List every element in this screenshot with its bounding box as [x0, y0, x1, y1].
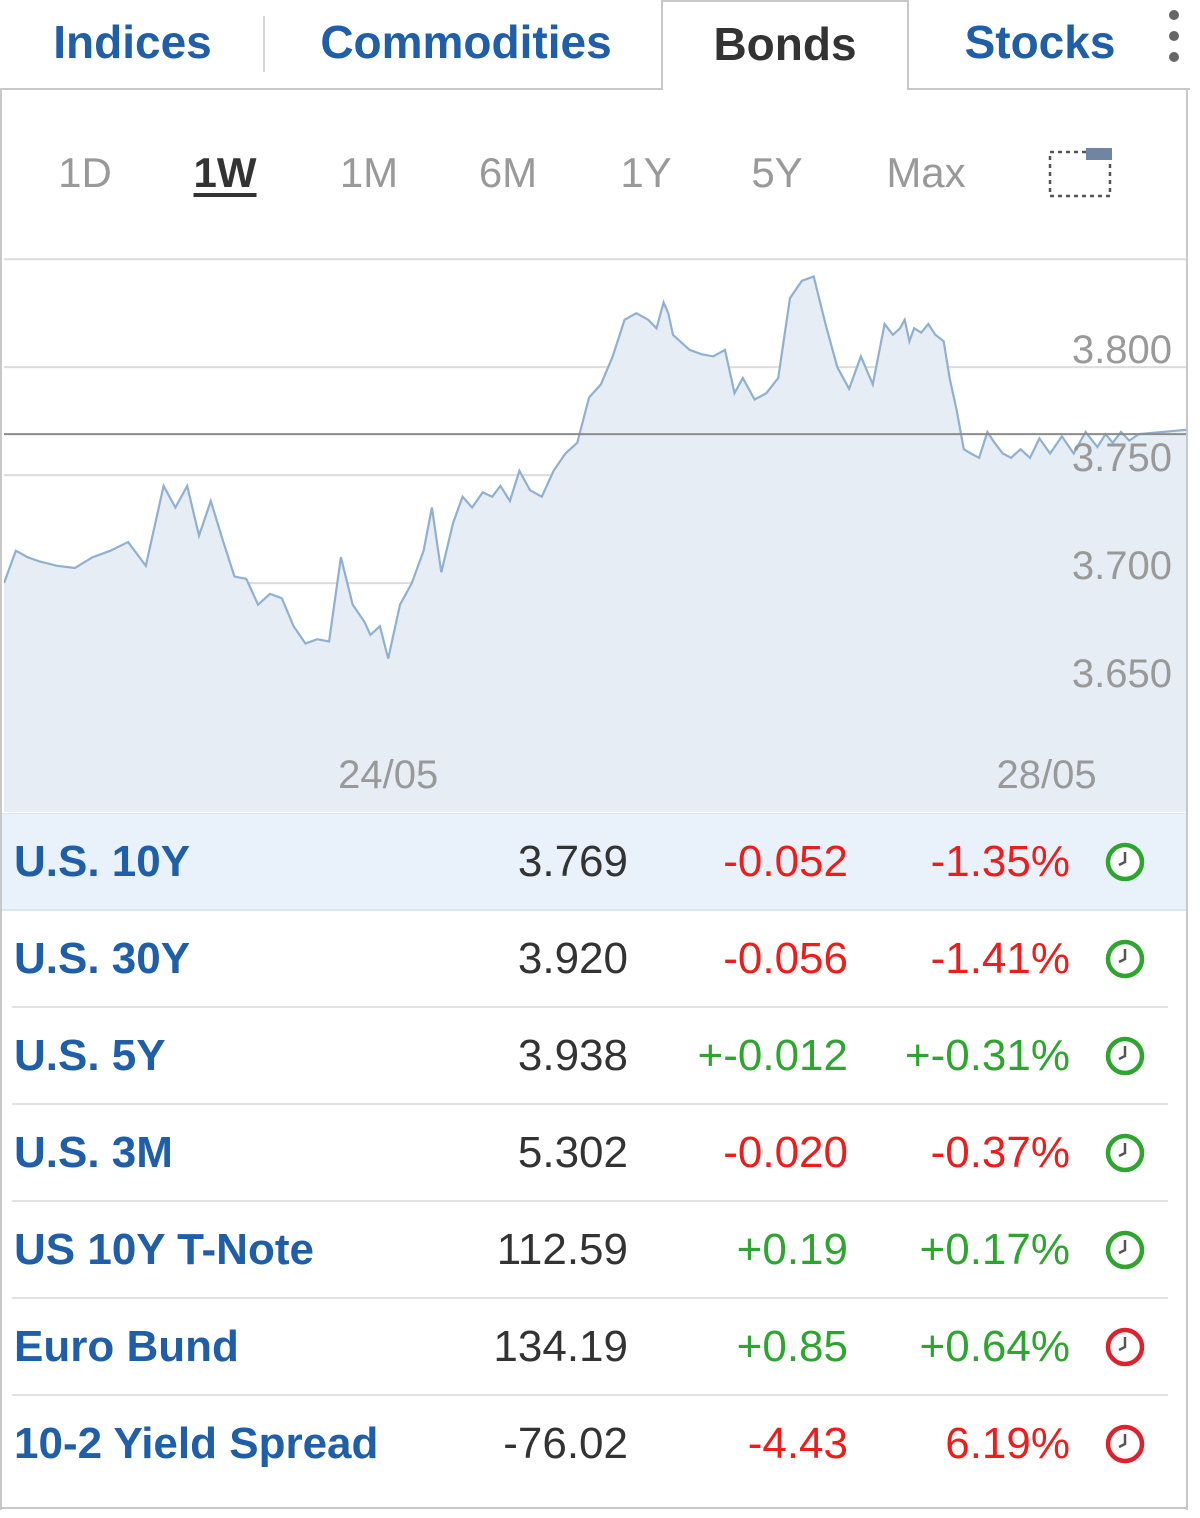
change-value: -0.020: [723, 1128, 848, 1177]
change-percent: +0.17%: [919, 1225, 1070, 1274]
tab-bonds[interactable]: Bonds: [661, 0, 909, 90]
tab-bar: Indices Commodities Bonds Stocks: [0, 0, 1200, 90]
range-1w-button[interactable]: 1W: [193, 149, 257, 196]
instrument-name-link[interactable]: U.S. 10Y: [14, 837, 191, 886]
tab-bar-divider: [0, 88, 1190, 90]
panel-border-left: [0, 88, 2, 1510]
last-value: 5.302: [517, 1128, 628, 1177]
change-percent: +0.64%: [919, 1322, 1070, 1371]
clock-icon: [1104, 1132, 1146, 1174]
change-percent: +-0.31%: [904, 1031, 1070, 1080]
change-value: +0.19: [736, 1225, 848, 1274]
tab-indices[interactable]: Indices: [53, 16, 212, 68]
yield-chart[interactable]: 3.650 3.700 3.750 3.800 24/05 28/05: [4, 230, 1186, 812]
change-percent: -0.37%: [930, 1128, 1070, 1177]
last-value: 134.19: [493, 1322, 628, 1371]
last-value: -76.02: [503, 1419, 628, 1468]
instrument-name-link[interactable]: 10-2 Yield Spread: [14, 1419, 379, 1468]
range-6m-button[interactable]: 6M: [478, 149, 538, 196]
table-row[interactable]: Euro Bund 134.19 +0.85 +0.64%: [12, 1299, 1168, 1396]
bonds-table: U.S. 10Y 3.769 -0.052 -1.35% U.S. 30Y 3.920 -0…: [2, 813, 1186, 1491]
chart-area-fill: [4, 276, 1186, 812]
clock-icon: [1104, 1423, 1146, 1465]
yield-chart-svg: 3.650 3.700 3.750 3.800 24/05 28/05: [4, 258, 1186, 812]
chart-series-line: [4, 275, 1186, 659]
x-tick-label: 28/05: [996, 753, 1096, 797]
last-value: 3.938: [517, 1031, 628, 1080]
instrument-name-link[interactable]: U.S. 30Y: [14, 934, 191, 983]
last-value: 3.769: [517, 837, 628, 886]
range-1y-button[interactable]: 1Y: [620, 149, 672, 196]
range-max-button[interactable]: Max: [886, 149, 966, 196]
range-1m-button[interactable]: 1M: [339, 149, 399, 196]
clock-icon: [1104, 1035, 1146, 1077]
range-1d-button[interactable]: 1D: [58, 149, 112, 196]
table-row[interactable]: U.S. 30Y 3.920 -0.056 -1.41%: [12, 911, 1168, 1008]
panel-border-bottom: [0, 1507, 1188, 1509]
instrument-name-link[interactable]: Euro Bund: [14, 1322, 239, 1371]
change-value: -0.056: [723, 934, 848, 983]
table-row[interactable]: US 10Y T-Note 112.59 +0.19 +0.17%: [12, 1202, 1168, 1299]
instrument-name-link[interactable]: U.S. 5Y: [14, 1031, 166, 1080]
change-value: -0.052: [723, 837, 848, 886]
tab-commodities[interactable]: Commodities: [320, 16, 612, 68]
table-row[interactable]: 10-2 Yield Spread -76.02 -4.43 6.19%: [12, 1396, 1168, 1491]
clock-icon: [1104, 1326, 1146, 1368]
change-value: +0.85: [736, 1322, 848, 1371]
range-5y-button[interactable]: 5Y: [751, 149, 803, 196]
more-vertical-icon[interactable]: [1164, 10, 1184, 70]
clock-icon: [1104, 1229, 1146, 1271]
change-percent: -1.41%: [930, 934, 1070, 983]
clock-icon: [1104, 841, 1146, 883]
last-value: 3.920: [517, 934, 628, 983]
instrument-name-link[interactable]: US 10Y T-Note: [14, 1225, 314, 1274]
clock-icon: [1104, 938, 1146, 980]
change-value: -4.43: [747, 1419, 848, 1468]
expand-chart-icon[interactable]: [1048, 146, 1112, 198]
y-tick-label: 3.650: [1072, 652, 1172, 696]
table-row[interactable]: U.S. 5Y 3.938 +-0.012 +-0.31%: [12, 1008, 1168, 1105]
panel-border-right: [1186, 88, 1188, 1510]
last-value: 112.59: [496, 1225, 628, 1274]
y-tick-label: 3.700: [1072, 544, 1172, 588]
y-tick-label: 3.750: [1072, 436, 1172, 480]
instrument-name-link[interactable]: U.S. 3M: [14, 1128, 173, 1177]
change-value: +-0.012: [697, 1031, 848, 1080]
change-percent: -1.35%: [930, 837, 1070, 886]
tab-separator: [263, 16, 265, 72]
change-percent: 6.19%: [945, 1419, 1070, 1468]
table-row[interactable]: U.S. 3M 5.302 -0.020 -0.37%: [12, 1105, 1168, 1202]
x-tick-label: 24/05: [338, 753, 438, 797]
table-row[interactable]: U.S. 10Y 3.769 -0.052 -1.35%: [2, 813, 1186, 911]
tab-stocks[interactable]: Stocks: [964, 16, 1116, 68]
y-tick-label: 3.800: [1072, 328, 1172, 372]
